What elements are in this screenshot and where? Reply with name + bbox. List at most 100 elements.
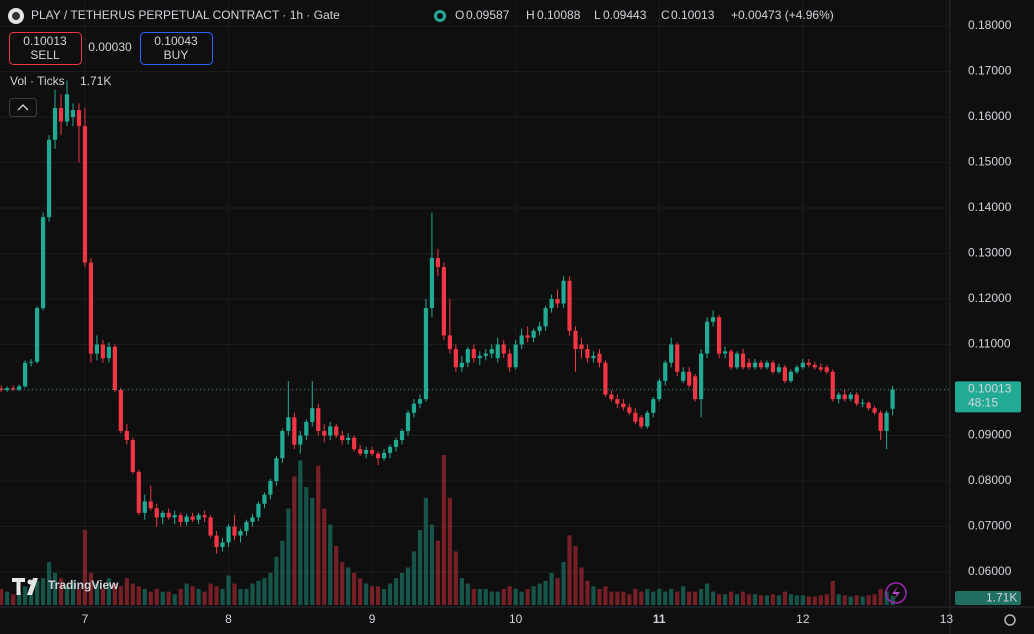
y-tick-label: 0.13000 [968, 246, 1012, 260]
candle-body [477, 355, 482, 359]
volume-bar [818, 595, 823, 605]
ohlc-letter: O [455, 8, 464, 22]
candle-body [29, 361, 34, 363]
volume-bar [854, 595, 859, 605]
volume-bar [597, 588, 602, 605]
candle-body [591, 355, 596, 359]
candle-body [190, 516, 195, 520]
sell-label[interactable]: SELL [30, 48, 60, 62]
candle-body [782, 367, 787, 381]
volume-bar [603, 586, 608, 605]
volume-bar [615, 591, 620, 605]
volume-bar [705, 583, 710, 605]
sell-button[interactable] [9, 32, 82, 65]
volume-bar [214, 586, 219, 605]
volume-bar [5, 591, 10, 605]
collapse-icon[interactable] [17, 104, 29, 111]
candle-body [5, 388, 10, 390]
volume-bar [423, 497, 429, 605]
candle-body [585, 349, 590, 359]
buy-button[interactable] [140, 32, 213, 65]
volume-bar [639, 591, 644, 605]
candle-body [58, 107, 64, 122]
candle-body [734, 353, 740, 368]
candle-body [100, 344, 105, 359]
volume-bar [734, 594, 740, 605]
volume-bar [794, 595, 799, 605]
volume-bar [370, 586, 375, 605]
candle-body [340, 435, 345, 441]
volume-bar [645, 588, 650, 605]
volume-bar [160, 591, 165, 605]
candle-body [148, 501, 153, 509]
candle-body [417, 399, 423, 404]
volume-bar [11, 594, 16, 605]
volume-bar [387, 583, 393, 605]
candle-body [94, 344, 100, 354]
sell-price[interactable]: 0.10013 [23, 34, 67, 48]
candle-body [46, 139, 52, 218]
y-tick-label: 0.17000 [968, 64, 1012, 78]
candle-body [334, 426, 339, 436]
candle-body [549, 299, 554, 309]
candle-body [238, 531, 243, 536]
candle-body [531, 330, 536, 338]
candle-body [848, 394, 853, 400]
candle-body [471, 349, 476, 359]
candle-body [453, 349, 458, 368]
volume-bar [364, 583, 369, 605]
candle-body [17, 386, 22, 390]
candle-body [573, 330, 578, 350]
volume-bar [513, 588, 518, 605]
volume-bar [722, 594, 728, 605]
volume-bar [495, 591, 500, 605]
settings-icon[interactable] [1004, 614, 1016, 626]
candle-body [860, 402, 865, 404]
volume-bar [124, 578, 129, 605]
y-tick-label: 0.14000 [968, 200, 1012, 214]
volume-bar [208, 583, 213, 605]
candle-body [483, 353, 488, 356]
volume-bar [172, 594, 177, 605]
volume-bar [190, 586, 195, 605]
volume-bar [764, 595, 770, 605]
volume-axis-label: 1.71K [986, 591, 1017, 605]
volume-bar [609, 591, 614, 605]
candle-body [633, 412, 638, 422]
candle-body [358, 449, 363, 454]
volume-bar [316, 465, 321, 605]
volume-bar [322, 508, 327, 605]
collapse-button[interactable] [9, 98, 37, 117]
volume-bar [830, 580, 835, 605]
volume-bar [17, 591, 22, 605]
candle-body [525, 335, 530, 338]
candle-body [274, 458, 279, 481]
candle-body [70, 110, 76, 117]
volume-bar [663, 591, 668, 605]
x-tick-label: 8 [225, 612, 232, 626]
candle-body [621, 403, 626, 408]
last-price-box [955, 381, 1021, 413]
volume-bar [884, 591, 889, 605]
candle-body [262, 494, 267, 504]
buy-label[interactable]: BUY [164, 48, 189, 62]
candle-body [364, 450, 369, 454]
volume-bar [232, 583, 237, 605]
alert-bolt[interactable] [892, 586, 900, 600]
candle-body [250, 517, 255, 522]
candle-body [208, 517, 213, 536]
volume-bar [459, 578, 464, 605]
candle-body [716, 317, 722, 354]
buy-price[interactable]: 0.10043 [154, 34, 198, 48]
candle-body [0, 388, 4, 390]
alert-icon[interactable] [885, 582, 907, 604]
candle-body [507, 353, 512, 368]
candle-body [76, 110, 82, 127]
candle-body [286, 417, 291, 431]
volume-bar [453, 551, 458, 605]
candle-body [776, 367, 781, 372]
volume-bar [585, 580, 590, 605]
candle-body [818, 367, 823, 370]
volume-bar [435, 540, 441, 605]
candle-body [381, 452, 387, 459]
